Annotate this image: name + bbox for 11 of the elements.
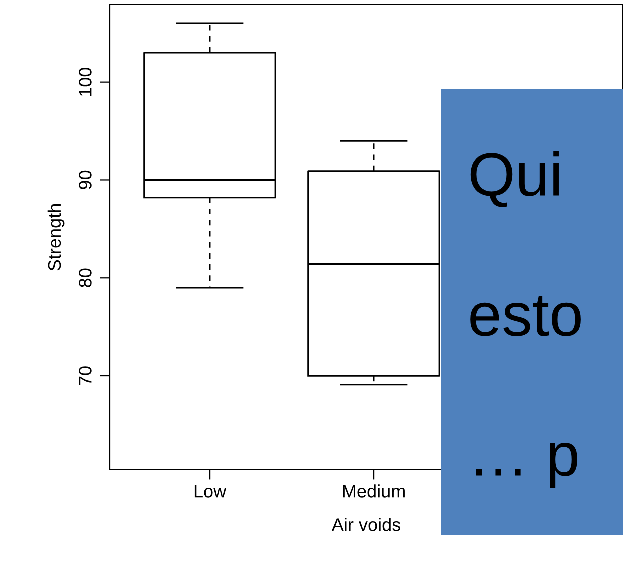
x-tick-label: Low (194, 485, 227, 498)
x-tick-label: Medium (343, 484, 405, 498)
y-tick-label: 100 (79, 68, 92, 96)
x-axis-title: Air voids (332, 518, 400, 532)
annotation: esto (470, 296, 581, 336)
y-tick-label: 90 (79, 170, 92, 190)
annotation: … p (476, 442, 578, 488)
y-tick-label: 80 (79, 268, 92, 288)
y-tick-label: 70 (79, 366, 92, 386)
annotation: Qui (470, 152, 559, 208)
y-axis-title: Strength (48, 204, 65, 271)
